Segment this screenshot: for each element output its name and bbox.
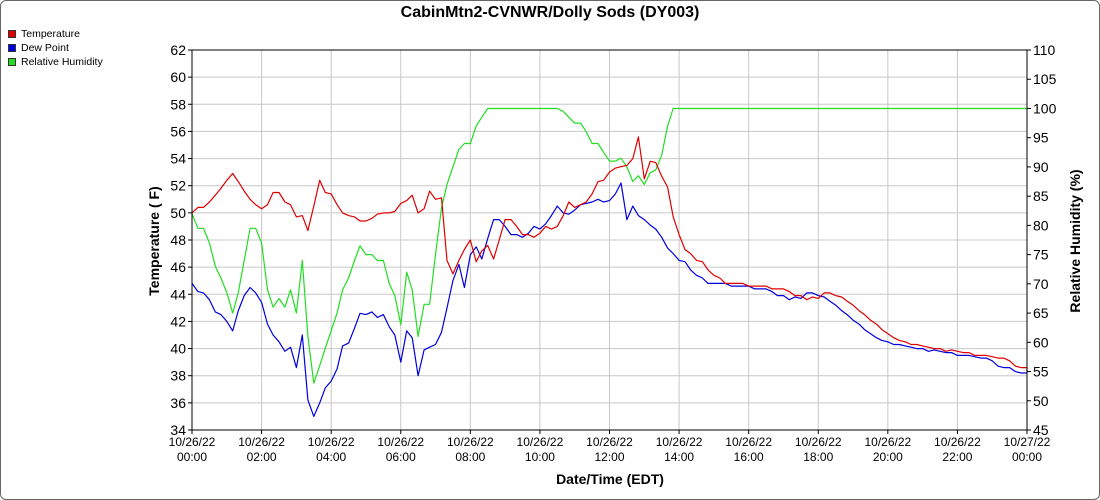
x-tick-date: 10/26/22 <box>864 435 911 449</box>
x-tick-date: 10/26/22 <box>238 435 285 449</box>
y2-tick-label: 80 <box>1033 217 1049 233</box>
y2-tick-label: 110 <box>1033 42 1056 58</box>
y-tick-label: 36 <box>170 395 186 411</box>
legend-item-dew-point: Dew Point <box>8 41 103 55</box>
x-tick-time: 08:00 <box>455 450 485 464</box>
y-tick-label: 48 <box>170 232 186 248</box>
x-tick-date: 10/26/22 <box>447 435 494 449</box>
x-tick-date: 10/26/22 <box>934 435 981 449</box>
y-tick-label: 44 <box>170 286 186 302</box>
legend-label-dew-point: Dew Point <box>21 42 69 54</box>
y2-tick-label: 95 <box>1033 130 1049 146</box>
y-tick-label: 54 <box>170 151 186 167</box>
y2-tick-label: 75 <box>1033 247 1049 263</box>
y-tick-label: 46 <box>170 259 186 275</box>
x-tick-date: 10/26/22 <box>656 435 703 449</box>
x-tick-date: 10/26/22 <box>795 435 842 449</box>
x-tick-date: 10/26/22 <box>725 435 772 449</box>
legend-swatch-temperature <box>8 30 16 38</box>
series-line-temperature <box>191 136 1028 373</box>
y2-tick-label: 55 <box>1033 364 1049 380</box>
legend-item-relative-humidity: Relative Humidity <box>8 55 103 69</box>
x-tick-time: 18:00 <box>803 450 833 464</box>
series-line-relative-humidity <box>191 107 1027 384</box>
legend: Temperature Dew Point Relative Humidity <box>8 27 103 69</box>
x-tick-time: 20:00 <box>873 450 903 464</box>
y-tick-label: 38 <box>170 368 186 384</box>
y-tick-label: 62 <box>170 42 186 58</box>
y2-tick-label: 100 <box>1033 100 1057 116</box>
x-tick-time: 10:00 <box>525 450 555 464</box>
y2-axis-label: Relative Humidity (%) <box>1067 169 1083 312</box>
y-tick-label: 52 <box>170 178 186 194</box>
x-tick-date: 10/26/22 <box>308 435 355 449</box>
y2-tick-label: 50 <box>1033 393 1049 409</box>
y-tick-label: 34 <box>170 422 186 438</box>
x-tick-time: 02:00 <box>247 450 277 464</box>
legend-item-temperature: Temperature <box>8 27 103 41</box>
y-tick-label: 40 <box>170 341 186 357</box>
legend-swatch-relative-humidity <box>8 58 16 66</box>
x-tick-time: 22:00 <box>942 450 972 464</box>
series-line-dew-point <box>191 182 1027 417</box>
x-tick-time: 04:00 <box>316 450 346 464</box>
y-tick-label: 56 <box>170 123 186 139</box>
x-tick-time: 06:00 <box>386 450 416 464</box>
series-lines <box>191 107 1028 417</box>
x-tick-date: 10/26/22 <box>169 435 216 449</box>
x-tick-time: 16:00 <box>734 450 764 464</box>
y2-tick-label: 70 <box>1033 276 1049 292</box>
y2-tick-label: 65 <box>1033 305 1049 321</box>
y2-tick-label: 45 <box>1033 422 1049 438</box>
x-tick-date: 10/26/22 <box>377 435 424 449</box>
y2-tick-label: 60 <box>1033 334 1049 350</box>
x-tick-time: 00:00 <box>177 450 207 464</box>
x-tick-date: 10/26/22 <box>517 435 564 449</box>
x-tick-time: 12:00 <box>594 450 624 464</box>
x-tick-time: 00:00 <box>1012 450 1042 464</box>
y-axis-label: Temperature ( F) <box>146 186 162 295</box>
x-tick-date: 10/26/22 <box>586 435 633 449</box>
y-tick-label: 60 <box>170 69 186 85</box>
legend-label-temperature: Temperature <box>21 28 80 40</box>
tick-labels: 34 36 38 40 42 44 46 48 50 52 54 56 58 60 62 45 50 55 60 65… <box>169 42 1057 464</box>
y-tick-label: 58 <box>170 96 186 112</box>
y-tick-label: 50 <box>170 205 186 221</box>
chart-title: CabinMtn2-CVNWR/Dolly Sods (DY003) <box>400 4 700 21</box>
y-tick-label: 42 <box>170 313 186 329</box>
legend-swatch-dew-point <box>8 44 16 52</box>
y2-tick-label: 90 <box>1033 159 1049 175</box>
legend-label-relative-humidity: Relative Humidity <box>21 56 103 68</box>
x-axis-label: Date/Time (EDT) <box>556 471 664 487</box>
y2-tick-label: 105 <box>1033 71 1057 87</box>
y2-tick-label: 85 <box>1033 188 1049 204</box>
x-tick-time: 14:00 <box>664 450 694 464</box>
x-tick-date: 10/27/22 <box>1004 435 1051 449</box>
